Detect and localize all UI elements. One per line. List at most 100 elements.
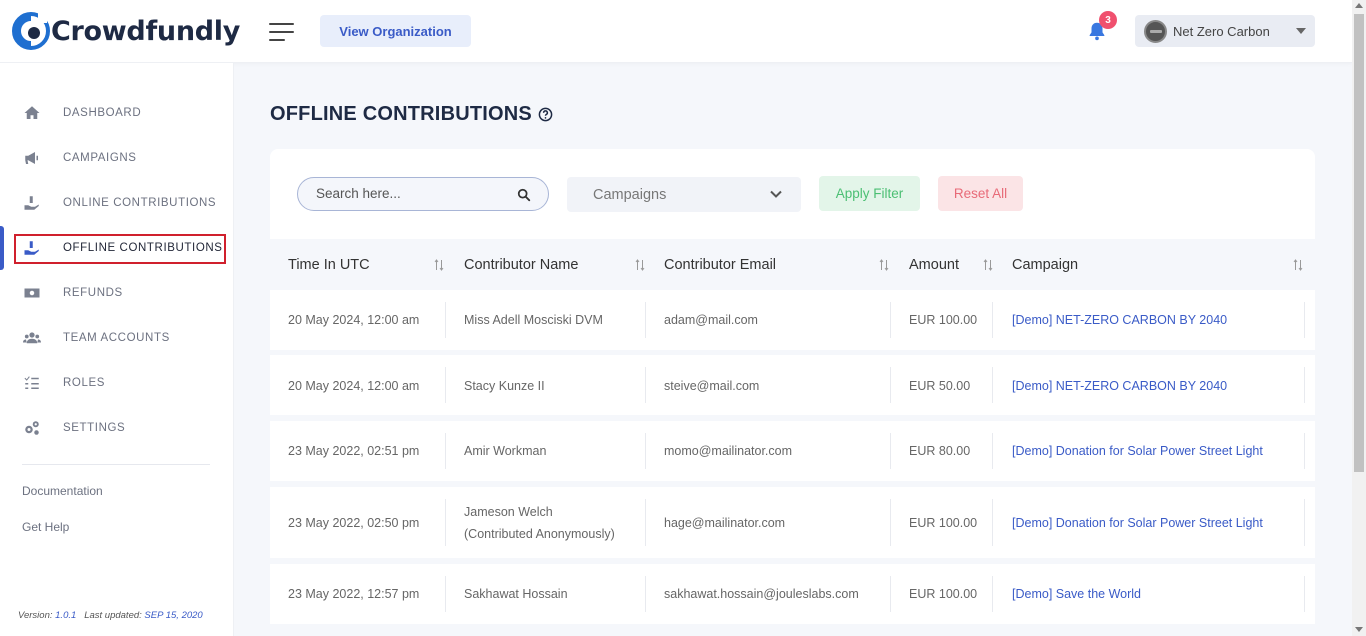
campaign-select-value: Campaigns xyxy=(593,187,667,203)
checklist-icon xyxy=(22,373,42,393)
sidebar-item-offline-contributions[interactable]: OFFLINE CONTRIBUTIONS xyxy=(0,228,234,268)
sidebar-item-label: SETTINGS xyxy=(63,422,126,434)
cell-contributor-name: Sakhawat Hossain xyxy=(464,587,568,601)
sort-icon[interactable] xyxy=(434,259,444,271)
question-circle-icon[interactable] xyxy=(538,107,553,122)
sidebar-item-roles[interactable]: ROLES xyxy=(0,363,234,403)
crowdfundly-logo-icon xyxy=(12,12,50,50)
sidebar-item-label: ONLINE CONTRIBUTIONS xyxy=(63,197,217,209)
table-row[interactable]: 23 May 2022, 12:57 pm Sakhawat Hossain s… xyxy=(270,564,1315,624)
cell-amount: EUR 100.00 xyxy=(909,516,978,530)
megaphone-icon xyxy=(22,148,42,168)
cell-amount: EUR 80.00 xyxy=(909,444,971,458)
page-title: OFFLINE CONTRIBUTIONS xyxy=(270,103,553,126)
sidebar-divider xyxy=(22,464,210,465)
gears-icon xyxy=(22,418,42,438)
cell-time: 20 May 2024, 12:00 am xyxy=(288,379,420,393)
page-title-text: OFFLINE CONTRIBUTIONS xyxy=(270,103,532,125)
cell-campaign-link[interactable]: [Demo] Donation for Solar Power Street L… xyxy=(1012,444,1263,458)
sidebar-item-label: OFFLINE CONTRIBUTIONS xyxy=(63,242,223,254)
organization-dropdown[interactable]: Net Zero Carbon xyxy=(1135,15,1315,47)
last-updated-label: Last updated: xyxy=(84,610,142,621)
sidebar-item-label: REFUNDS xyxy=(63,287,123,299)
cell-contributor-email: adam@mail.com xyxy=(664,313,758,327)
users-icon xyxy=(22,328,42,348)
sort-icon[interactable] xyxy=(635,259,645,271)
cell-contributor-name: Miss Adell Mosciski DVM xyxy=(464,313,603,327)
column-header-contributor-email[interactable]: Contributor Email xyxy=(664,257,777,273)
sidebar: DASHBOARD CAMPAIGNS ONLINE CONTRIBUTIONS… xyxy=(0,63,234,636)
hand-coins-icon xyxy=(22,238,42,258)
org-name: Net Zero Carbon xyxy=(1173,23,1270,39)
logo[interactable]: Crowdfundly xyxy=(12,12,240,50)
cell-time: 23 May 2022, 12:57 pm xyxy=(288,587,420,601)
sidebar-item-label: ROLES xyxy=(63,377,105,389)
search-box[interactable] xyxy=(297,177,549,211)
cell-contributor-email: steive@mail.com xyxy=(664,379,760,393)
sort-icon[interactable] xyxy=(983,259,993,271)
sidebar-item-label: CAMPAIGNS xyxy=(63,152,137,164)
table-row[interactable]: 23 May 2022, 02:51 pm Amir Workman momo@… xyxy=(270,421,1315,481)
cell-contributor-name: Stacy Kunze II xyxy=(464,379,545,393)
cell-contributor-email: momo@mailinator.com xyxy=(664,444,793,458)
caret-down-icon xyxy=(1296,28,1306,34)
get-help-link[interactable]: Get Help xyxy=(22,520,70,534)
cell-campaign-link[interactable]: [Demo] NET-ZERO CARBON BY 2040 xyxy=(1012,313,1228,327)
cell-amount: EUR 50.00 xyxy=(909,379,971,393)
cell-campaign-link[interactable]: [Demo] NET-ZERO CARBON BY 2040 xyxy=(1012,379,1228,393)
scroll-down-icon[interactable] xyxy=(1355,627,1363,632)
search-input[interactable] xyxy=(316,186,506,201)
sidebar-item-label: TEAM ACCOUNTS xyxy=(63,332,170,344)
sidebar-item-label: DASHBOARD xyxy=(63,107,142,119)
active-indicator xyxy=(0,226,4,270)
cell-time: 23 May 2022, 02:51 pm xyxy=(288,444,420,458)
cell-campaign-link[interactable]: [Demo] Save the World xyxy=(1012,587,1141,601)
sort-icon[interactable] xyxy=(1293,259,1303,271)
cell-amount: EUR 100.00 xyxy=(909,313,978,327)
cell-amount: EUR 100.00 xyxy=(909,587,978,601)
sidebar-item-online-contributions[interactable]: ONLINE CONTRIBUTIONS xyxy=(0,183,234,223)
chevron-down-icon xyxy=(770,190,782,198)
cell-time: 23 May 2022, 02:50 pm xyxy=(288,516,420,530)
cell-contributor-email: hage@mailinator.com xyxy=(664,516,786,530)
sort-icon[interactable] xyxy=(879,259,889,271)
reset-all-button[interactable]: Reset All xyxy=(938,176,1023,211)
scroll-up-icon[interactable] xyxy=(1355,3,1363,8)
cell-contributor-email: sakhawat.hossain@jouleslabs.com xyxy=(664,587,859,601)
search-icon[interactable] xyxy=(517,188,531,202)
last-updated-value: SEP 15, 2020 xyxy=(144,610,203,621)
cell-campaign-link[interactable]: [Demo] Donation for Solar Power Street L… xyxy=(1012,516,1263,530)
table-row[interactable]: 23 May 2022, 02:50 pm Jameson Welch (Con… xyxy=(270,487,1315,558)
sidebar-item-team-accounts[interactable]: TEAM ACCOUNTS xyxy=(0,318,234,358)
hand-coins-icon xyxy=(22,193,42,213)
sidebar-item-settings[interactable]: SETTINGS xyxy=(0,408,234,448)
sidebar-item-dashboard[interactable]: DASHBOARD xyxy=(0,93,234,133)
sidebar-item-campaigns[interactable]: CAMPAIGNS xyxy=(0,138,234,178)
money-bill-icon xyxy=(22,283,42,303)
org-avatar xyxy=(1144,19,1167,43)
top-header: Crowdfundly View Organization 3 Net Zero… xyxy=(0,0,1352,63)
column-header-amount[interactable]: Amount xyxy=(909,257,959,273)
scrollbar-thumb[interactable] xyxy=(1354,14,1364,472)
column-header-contributor-name[interactable]: Contributor Name xyxy=(464,257,579,273)
filter-bar: Campaigns Apply Filter Reset All xyxy=(270,149,1315,239)
view-organization-button[interactable]: View Organization xyxy=(320,15,471,47)
home-icon xyxy=(22,103,42,123)
apply-filter-button[interactable]: Apply Filter xyxy=(819,176,920,211)
version-info: Version: 1.0.1 Last updated: SEP 15, 202… xyxy=(18,610,203,621)
cell-time: 20 May 2024, 12:00 am xyxy=(288,313,420,327)
cell-contributor-name: Amir Workman xyxy=(464,444,547,458)
table-row[interactable]: 20 May 2024, 12:00 am Miss Adell Moscisk… xyxy=(270,290,1315,350)
version-value: 1.0.1 xyxy=(55,610,77,621)
campaign-select[interactable]: Campaigns xyxy=(567,177,801,212)
menu-toggle-icon[interactable] xyxy=(269,23,294,41)
logo-text: Crowdfundly xyxy=(51,15,241,47)
column-header-campaign[interactable]: Campaign xyxy=(1012,257,1079,273)
notification-badge: 3 xyxy=(1099,11,1117,29)
table-header: Time In UTC Contributor Name Contributor… xyxy=(270,239,1315,290)
column-header-time[interactable]: Time In UTC xyxy=(288,257,370,273)
table-row[interactable]: 20 May 2024, 12:00 am Stacy Kunze II ste… xyxy=(270,355,1315,415)
sidebar-item-refunds[interactable]: REFUNDS xyxy=(0,273,234,313)
documentation-link[interactable]: Documentation xyxy=(22,484,103,498)
cell-contributor-name: Jameson Welch xyxy=(464,505,553,519)
